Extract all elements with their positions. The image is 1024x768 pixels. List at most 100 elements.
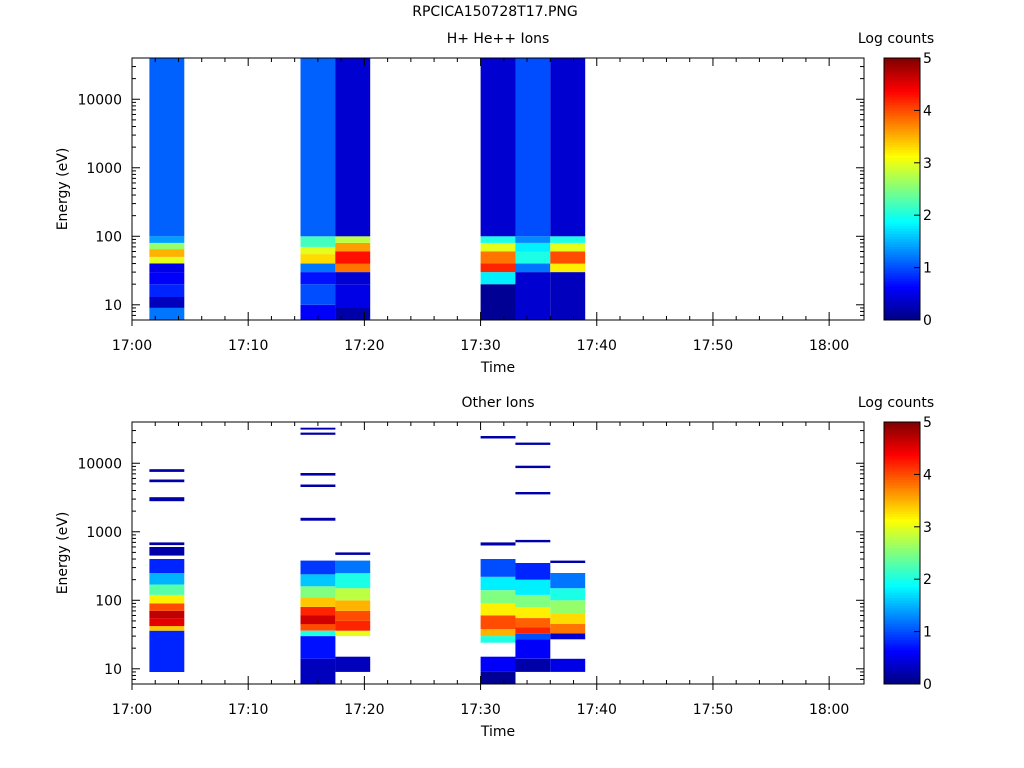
colorbar-swatch	[884, 555, 920, 559]
colorbar-swatch	[884, 435, 920, 439]
colorbar-swatch	[884, 199, 920, 203]
colorbar-swatch	[884, 233, 920, 237]
colorbar-swatch	[884, 424, 920, 428]
spectrogram-cell	[300, 484, 336, 487]
spectrogram-cell	[550, 658, 586, 672]
colorbar-tick-label: 3	[923, 520, 932, 536]
spectrogram-cell	[515, 539, 551, 543]
spectrogram-cell	[149, 236, 185, 243]
colorbar-swatch	[884, 626, 920, 630]
colorbar-swatch	[884, 592, 920, 596]
colorbar-swatch	[884, 76, 920, 80]
colorbar-swatch	[884, 560, 920, 564]
spectrogram-cell	[149, 297, 185, 308]
spectrogram-cell	[335, 251, 371, 264]
colorbar-swatch	[884, 579, 920, 583]
colorbar-swatch	[884, 456, 920, 460]
colorbar-swatch	[884, 597, 920, 601]
colorbar-swatch	[884, 113, 920, 117]
spectrogram-cell	[515, 492, 551, 495]
spectrogram-cell	[550, 242, 586, 252]
spectrogram-cell	[300, 574, 336, 587]
colorbar-swatch	[884, 573, 920, 577]
colorbar-swatch	[884, 241, 920, 245]
colorbar-swatch	[884, 440, 920, 444]
x-tick-label: 17:50	[693, 338, 733, 354]
colorbar-swatch	[884, 152, 920, 156]
x-tick-label: 17:20	[344, 702, 384, 718]
y-tick-label: 10000	[77, 456, 122, 472]
colorbar-swatch	[884, 249, 920, 253]
colorbar-swatch	[884, 238, 920, 242]
spectrogram-cell	[480, 603, 516, 616]
spectrogram-cell	[550, 251, 586, 264]
colorbar-swatch	[884, 461, 920, 465]
colorbar-swatch	[884, 175, 920, 179]
colorbar-swatch	[884, 217, 920, 221]
colorbar-swatch	[884, 186, 920, 190]
colorbar-swatch	[884, 466, 920, 470]
colorbar-swatch	[884, 92, 920, 96]
colorbar-swatch	[884, 189, 920, 193]
colorbar-swatch	[884, 131, 920, 135]
spectrogram-cell	[300, 636, 336, 659]
spectrogram-cell	[335, 263, 371, 273]
colorbar-swatch	[884, 600, 920, 604]
colorbar-swatch	[884, 657, 920, 661]
spectrogram-cell	[480, 615, 516, 630]
spectrogram-cell	[515, 627, 551, 634]
colorbar-swatch	[884, 94, 920, 98]
spectrogram-cell	[550, 560, 586, 563]
spectrogram-cell	[335, 552, 371, 555]
x-tick-label: 17:40	[577, 702, 617, 718]
spectrogram-cell	[550, 600, 586, 614]
colorbar-swatch	[884, 613, 920, 617]
spectrogram-cell	[515, 618, 551, 628]
plot-frame	[131, 421, 865, 685]
y-axis-label: Energy (eV)	[55, 512, 71, 595]
colorbar-swatch	[884, 133, 920, 137]
colorbar-swatch	[884, 445, 920, 449]
x-tick-label: 17:00	[112, 702, 152, 718]
colorbar-swatch	[884, 644, 920, 648]
colorbar-label: Log counts	[858, 31, 934, 47]
spectrogram-cell	[335, 307, 371, 320]
x-tick-label: 17:40	[577, 338, 617, 354]
colorbar-swatch	[884, 594, 920, 598]
y-tick-label: 100	[95, 593, 122, 609]
spectrogram-cell	[480, 656, 516, 672]
colorbar-swatch	[884, 225, 920, 229]
colorbar-swatch	[884, 427, 920, 431]
x-axis-label: Time	[480, 724, 515, 740]
spectrogram-cell	[149, 307, 185, 320]
colorbar-swatch	[884, 196, 920, 200]
spectrogram-cell	[550, 624, 586, 634]
colorbar-swatch	[884, 220, 920, 224]
colorbar-swatch	[884, 160, 920, 164]
spectrogram-cell	[335, 656, 371, 672]
colorbar-swatch	[884, 317, 920, 321]
colorbar-swatch	[884, 618, 920, 622]
spectrogram-cell	[149, 284, 185, 297]
spectrogram-cell	[300, 586, 336, 598]
spectrogram-cell	[149, 573, 185, 585]
spectrogram-cell	[149, 469, 185, 472]
colorbar-swatch	[884, 71, 920, 75]
colorbar-swatch	[884, 147, 920, 151]
colorbar-swatch	[884, 99, 920, 103]
colorbar-swatch	[884, 301, 920, 305]
colorbar-swatch	[884, 477, 920, 481]
colorbar-swatch	[884, 526, 920, 530]
colorbar-swatch	[884, 65, 920, 69]
colorbar-swatch	[884, 584, 920, 588]
colorbar-swatch	[884, 84, 920, 88]
spectrogram-cell	[149, 542, 185, 546]
colorbar-swatch	[884, 60, 920, 64]
colorbar-swatch	[884, 670, 920, 674]
spectrogram-cell	[335, 272, 371, 285]
x-tick-label: 17:20	[344, 338, 384, 354]
colorbar-swatch	[884, 668, 920, 672]
spectrogram-cell	[149, 479, 185, 483]
